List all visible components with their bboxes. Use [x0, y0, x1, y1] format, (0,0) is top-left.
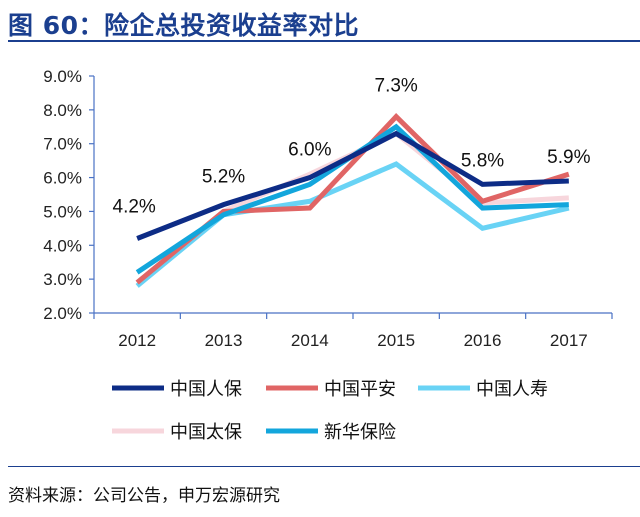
data-label: 5.2%	[202, 167, 245, 188]
data-label: 6.0%	[288, 140, 331, 161]
x-tick-label: 2012	[118, 331, 156, 350]
data-label: 5.8%	[461, 150, 504, 171]
y-tick-label: 7.0%	[43, 135, 82, 154]
legend-item: 中国太保	[112, 422, 242, 443]
line-chart: 2.0% 3.0% 4.0% 5.0% 6.0% 7.0% 8.0% 9.0% 2012 2013…	[43, 67, 613, 443]
source-note: 资料来源：公司公告，申万宏源研究	[8, 486, 280, 506]
legend-label: 中国人保	[170, 379, 242, 400]
legend-item: 中国人保	[112, 379, 242, 400]
x-tick-label: 2014	[291, 331, 329, 350]
series-line-中国人保	[136, 130, 569, 241]
legend-label: 新华保险	[324, 422, 396, 443]
title-underline	[8, 40, 640, 42]
data-label: 5.9%	[547, 147, 590, 168]
data-label: 7.3%	[375, 76, 418, 97]
y-tick-label: 2.0%	[43, 304, 82, 323]
y-tick-label: 4.0%	[43, 236, 82, 255]
x-tick-label: 2015	[377, 331, 415, 350]
x-tick-label: 2013	[205, 331, 243, 350]
source-divider	[8, 466, 640, 467]
legend-item: 中国平安	[266, 379, 396, 400]
figure-title: 图 60：险企总投资收益率对比	[8, 11, 359, 40]
y-tick-label: 9.0%	[43, 67, 82, 86]
legend-label: 中国人寿	[476, 379, 548, 400]
y-tick-label: 5.0%	[43, 202, 82, 221]
x-tick-label: 2016	[464, 331, 502, 350]
y-tick-label: 6.0%	[43, 169, 82, 188]
legend-label: 中国太保	[170, 422, 242, 443]
x-tick-label: 2017	[550, 331, 588, 350]
legend-item: 中国人寿	[418, 379, 548, 400]
legend-item: 新华保险	[266, 422, 396, 443]
y-tick-label: 3.0%	[43, 270, 82, 289]
legend-label: 中国平安	[324, 379, 396, 400]
data-label: 4.2%	[113, 197, 156, 218]
y-tick-label: 8.0%	[43, 101, 82, 120]
